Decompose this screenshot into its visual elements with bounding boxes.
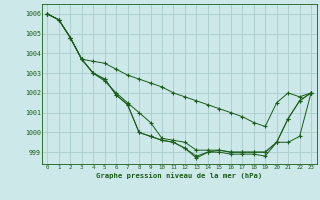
X-axis label: Graphe pression niveau de la mer (hPa): Graphe pression niveau de la mer (hPa) (96, 172, 262, 179)
